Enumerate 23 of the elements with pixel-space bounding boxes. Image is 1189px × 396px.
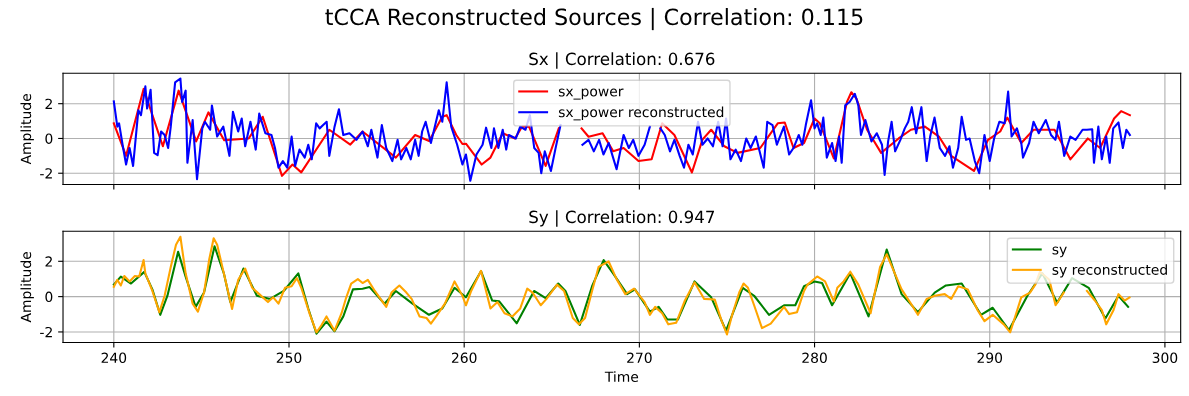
- y-tick-label: 0: [45, 133, 53, 144]
- legend-label: sx_power reconstructed: [558, 106, 724, 121]
- legend-label: sx_power: [558, 88, 624, 100]
- y-tick-label: 0: [45, 291, 53, 303]
- x-tick-label: 240: [101, 352, 127, 364]
- x-tick-label: 300: [1152, 352, 1178, 364]
- text: tCCA Reconstructed Sources | Correlation: 0.115: [325, 7, 863, 31]
- legend-label: sy: [1052, 246, 1067, 258]
- y-tick-label: -2: [40, 326, 52, 338]
- y-tick-label: -2: [40, 168, 52, 179]
- x-tick-label: 260: [451, 352, 477, 364]
- chart-title: Sx | Correlation: 0.676: [529, 52, 715, 69]
- x-tick-label: 270: [627, 352, 652, 364]
- x-tick-label: 280: [802, 352, 827, 364]
- y-tick-label: 2: [45, 98, 52, 109]
- x-tick-label: 290: [977, 352, 1003, 364]
- y-tick-label: 2: [45, 256, 52, 267]
- chart-title: Sy | Correlation: 0.947: [529, 210, 715, 227]
- x-axis-title: Time: [604, 371, 639, 383]
- legend-label: sy reconstructed: [1052, 264, 1167, 278]
- y-axis-title: Amplitude: [20, 252, 34, 323]
- y-axis-title: Amplitude: [20, 94, 34, 165]
- x-tick-label: 250: [276, 352, 302, 364]
